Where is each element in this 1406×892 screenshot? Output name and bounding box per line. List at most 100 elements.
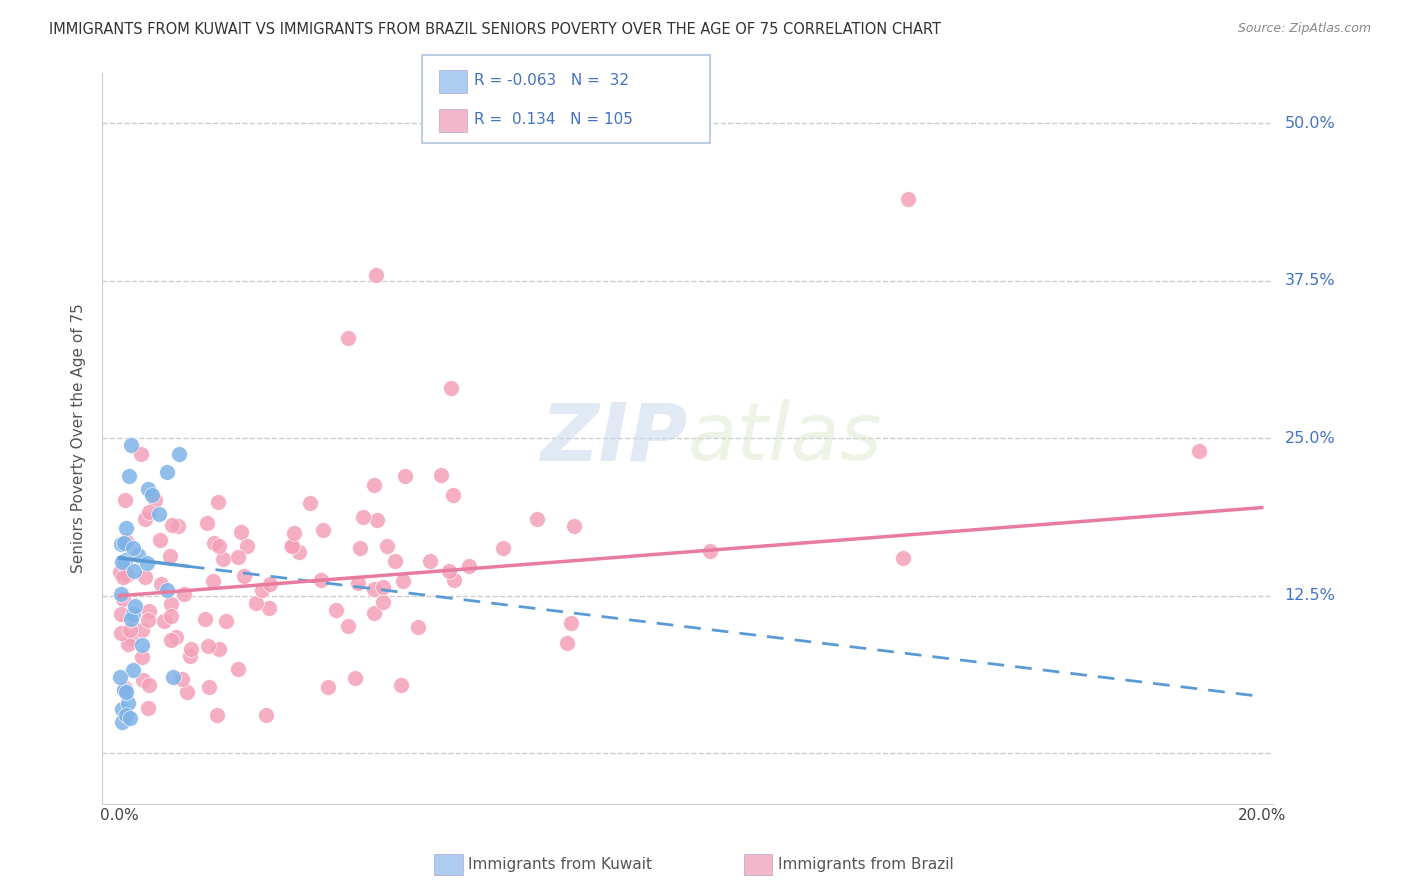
Point [366,513,388,527]
Text: 50.0%: 50.0% [1285,116,1336,131]
Point [389,678,412,692]
Point [138,505,160,519]
Point [204,536,226,550]
Point [120,437,142,451]
Point [363,606,385,620]
Point [891,551,914,566]
Point [134,511,156,525]
Point [131,623,153,637]
Y-axis label: Seniors Poverty Over the Age of 75: Seniors Poverty Over the Age of 75 [72,303,86,574]
Point [143,493,166,508]
Point [111,714,134,729]
Point [245,596,267,610]
Point [117,637,139,651]
Point [118,624,141,638]
Point [112,536,135,550]
Point [349,541,371,555]
Point [114,493,136,508]
Point [131,649,153,664]
Point [236,539,259,553]
Point [316,680,339,694]
Point [115,521,138,535]
Point [115,534,138,549]
Point [173,586,195,600]
Point [392,574,415,588]
Point [441,488,464,502]
Point [336,619,359,633]
Point [122,607,145,621]
Point [138,604,160,618]
Point [172,672,194,686]
Point [394,469,416,483]
Point [195,516,218,531]
Point [311,573,333,587]
Point [430,468,453,483]
Point [280,539,302,553]
Point [121,541,143,555]
Text: Immigrants from Brazil: Immigrants from Brazil [778,857,953,871]
Point [211,551,233,566]
Point [122,564,145,578]
Text: atlas: atlas [688,400,883,477]
Point [440,381,463,395]
Point [132,673,155,687]
Point [117,696,139,710]
Point [1188,443,1211,458]
Text: IMMIGRANTS FROM KUWAIT VS IMMIGRANTS FROM BRAZIL SENIORS POVERTY OVER THE AGE OF: IMMIGRANTS FROM KUWAIT VS IMMIGRANTS FRO… [49,22,941,37]
Text: 25.0%: 25.0% [1285,431,1336,446]
Point [366,268,388,282]
Point [344,671,367,685]
Point [148,507,170,521]
Point [136,557,159,571]
Point [149,533,172,548]
Point [457,559,479,574]
Point [110,537,132,551]
Text: R =  0.134   N = 105: R = 0.134 N = 105 [474,112,633,128]
Point [131,639,153,653]
Point [111,555,134,569]
Point [283,525,305,540]
Text: 12.5%: 12.5% [1285,588,1336,603]
Point [555,636,578,650]
Point [110,607,132,621]
Point [207,708,229,723]
Point [406,620,429,634]
Point [492,541,515,556]
Point [160,609,183,624]
Point [156,583,179,598]
Point [118,468,141,483]
Point [120,612,142,626]
Point [363,477,385,491]
Point [114,553,136,567]
Point [363,582,385,596]
Point [166,630,188,644]
Point [201,574,224,588]
Point [118,711,141,725]
Point [259,577,281,591]
Point [336,330,359,344]
Point [114,681,136,695]
Point [560,616,582,631]
Point [160,517,183,532]
Text: 37.5%: 37.5% [1285,273,1336,288]
Point [254,708,277,723]
Point [377,539,399,553]
Text: R = -0.063   N =  32: R = -0.063 N = 32 [474,73,628,88]
Point [325,603,347,617]
Point [136,613,159,627]
Point [197,680,219,694]
Point [159,549,181,563]
Point [419,554,441,568]
Point [562,519,585,533]
Text: ZIP: ZIP [540,400,688,477]
Point [160,597,183,611]
Point [176,685,198,699]
Point [120,631,142,645]
Point [136,701,159,715]
Point [699,543,721,558]
Point [226,662,249,676]
Point [373,595,395,609]
Point [111,702,134,716]
Point [208,539,231,553]
Point [141,488,163,502]
